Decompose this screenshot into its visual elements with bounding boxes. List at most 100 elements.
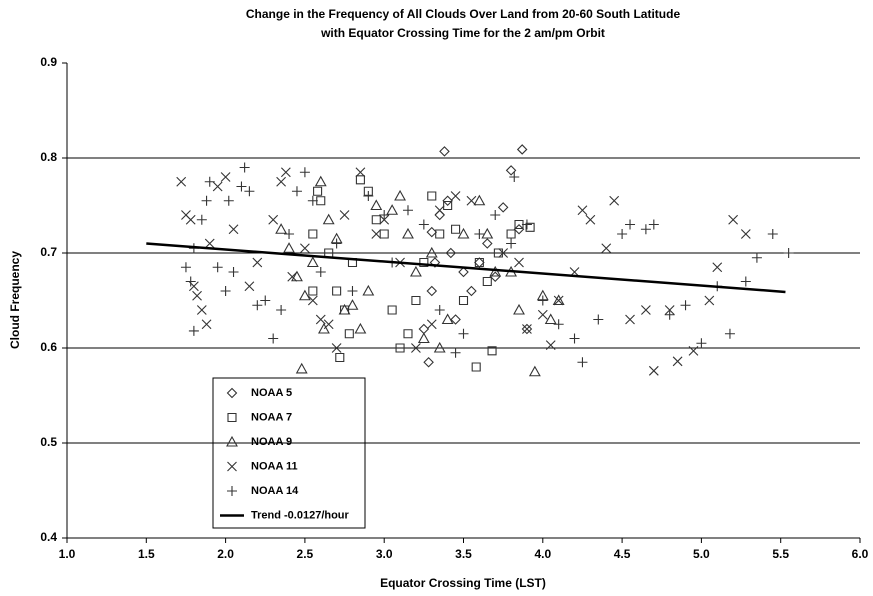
scatter-point bbox=[577, 357, 588, 368]
scatter-point bbox=[322, 213, 335, 225]
scatter-point bbox=[426, 226, 438, 238]
scatter-point bbox=[308, 229, 318, 239]
scatter-point bbox=[450, 191, 461, 201]
scatter-point bbox=[593, 314, 604, 325]
legend-label: NOAA 11 bbox=[251, 460, 298, 472]
scatter-point bbox=[458, 295, 469, 306]
y-axis-title: Cloud Frequency bbox=[8, 251, 22, 349]
y-tick-label: 0.8 bbox=[40, 150, 57, 164]
scatter-point bbox=[418, 219, 429, 230]
scatter-point bbox=[577, 205, 588, 216]
scatter-point bbox=[601, 243, 612, 254]
scatter-point bbox=[783, 248, 794, 258]
scatter-point bbox=[425, 246, 438, 258]
scatter-point bbox=[585, 214, 596, 225]
scatter-point bbox=[537, 295, 548, 306]
scatter-point bbox=[395, 343, 405, 353]
x-tick-label: 3.0 bbox=[376, 547, 393, 561]
scatter-point bbox=[204, 176, 215, 187]
scatter-point bbox=[537, 309, 548, 320]
scatter-point bbox=[471, 362, 481, 372]
scatter-point bbox=[185, 214, 196, 225]
scatter-point bbox=[696, 338, 707, 349]
scatter-point bbox=[434, 205, 445, 216]
scatter-point bbox=[201, 319, 212, 330]
scatter-point bbox=[308, 286, 318, 296]
scatter-point bbox=[306, 256, 319, 268]
y-tick-label: 0.5 bbox=[40, 435, 57, 449]
scatter-point bbox=[276, 305, 287, 315]
scatter-point bbox=[244, 186, 255, 197]
scatter-point bbox=[363, 191, 374, 201]
scatter-point bbox=[402, 227, 414, 239]
scatter-point bbox=[423, 356, 434, 368]
scatter-point bbox=[664, 309, 675, 320]
scatter-point bbox=[740, 276, 751, 287]
scatter-point bbox=[617, 229, 628, 239]
scatter-point bbox=[411, 295, 421, 306]
scatter-point bbox=[223, 195, 234, 206]
scatter-point bbox=[648, 365, 659, 376]
scatter-point bbox=[244, 281, 255, 292]
scatter-point bbox=[509, 172, 520, 182]
scatter-point bbox=[331, 343, 342, 353]
scatter-point bbox=[545, 340, 556, 351]
scatter-point bbox=[314, 175, 327, 187]
scatter-point bbox=[180, 262, 191, 273]
scatter-point bbox=[640, 224, 651, 235]
scatter-point bbox=[346, 299, 359, 310]
scatter-point bbox=[355, 175, 365, 185]
scatter-point bbox=[450, 314, 461, 325]
scatter-point bbox=[298, 289, 311, 301]
scatter-point bbox=[704, 295, 715, 306]
scatter-point bbox=[362, 284, 375, 296]
scatter-point bbox=[307, 295, 318, 306]
scatter-point bbox=[474, 229, 485, 239]
scatter-point bbox=[712, 262, 723, 273]
scatter-point bbox=[435, 229, 445, 239]
scatter-point bbox=[552, 294, 565, 306]
x-tick-label: 1.0 bbox=[59, 547, 76, 561]
trend-line bbox=[146, 242, 786, 294]
scatter-point bbox=[553, 319, 564, 330]
scatter-point bbox=[387, 305, 397, 315]
legend-marker bbox=[226, 435, 238, 447]
scatter-point bbox=[212, 181, 223, 192]
scatter-point bbox=[458, 266, 469, 278]
scatter-point bbox=[513, 303, 525, 315]
scatter-point bbox=[489, 271, 501, 283]
scatter-point bbox=[335, 352, 345, 363]
scatter-point bbox=[379, 210, 390, 220]
x-tick-label: 2.0 bbox=[217, 547, 234, 561]
legend-label: NOAA 9 bbox=[251, 436, 292, 448]
scatter-point bbox=[300, 243, 310, 254]
x-tick-label: 4.0 bbox=[534, 547, 551, 561]
scatter-point bbox=[569, 333, 580, 344]
scatter-point bbox=[521, 219, 532, 230]
scatter-point bbox=[268, 333, 279, 344]
x-tick-label: 2.5 bbox=[297, 547, 314, 561]
legend-marker bbox=[227, 486, 237, 496]
scatter-point bbox=[402, 205, 413, 216]
y-tick-label: 0.4 bbox=[40, 530, 57, 544]
scatter-point bbox=[371, 229, 382, 239]
scatter-point bbox=[299, 167, 310, 178]
y-tick-label: 0.6 bbox=[40, 340, 57, 354]
scatter-point bbox=[442, 195, 453, 207]
scatter-point bbox=[239, 162, 250, 173]
chart-title: Change in the Frequency of All Clouds Ov… bbox=[246, 7, 681, 21]
scatter-point bbox=[427, 191, 437, 201]
scatter-point bbox=[409, 265, 422, 277]
scatter-point bbox=[489, 265, 502, 277]
scatter-point bbox=[196, 214, 207, 225]
scatter-point bbox=[505, 165, 517, 176]
scatter-point bbox=[473, 194, 486, 206]
scatter-point bbox=[439, 146, 450, 157]
x-tick-label: 1.5 bbox=[138, 547, 155, 561]
scatter-point bbox=[625, 314, 635, 325]
scatter-point bbox=[506, 229, 516, 239]
scatter-point bbox=[522, 324, 532, 334]
scatter-point bbox=[458, 328, 469, 339]
scatter-point bbox=[287, 271, 298, 282]
